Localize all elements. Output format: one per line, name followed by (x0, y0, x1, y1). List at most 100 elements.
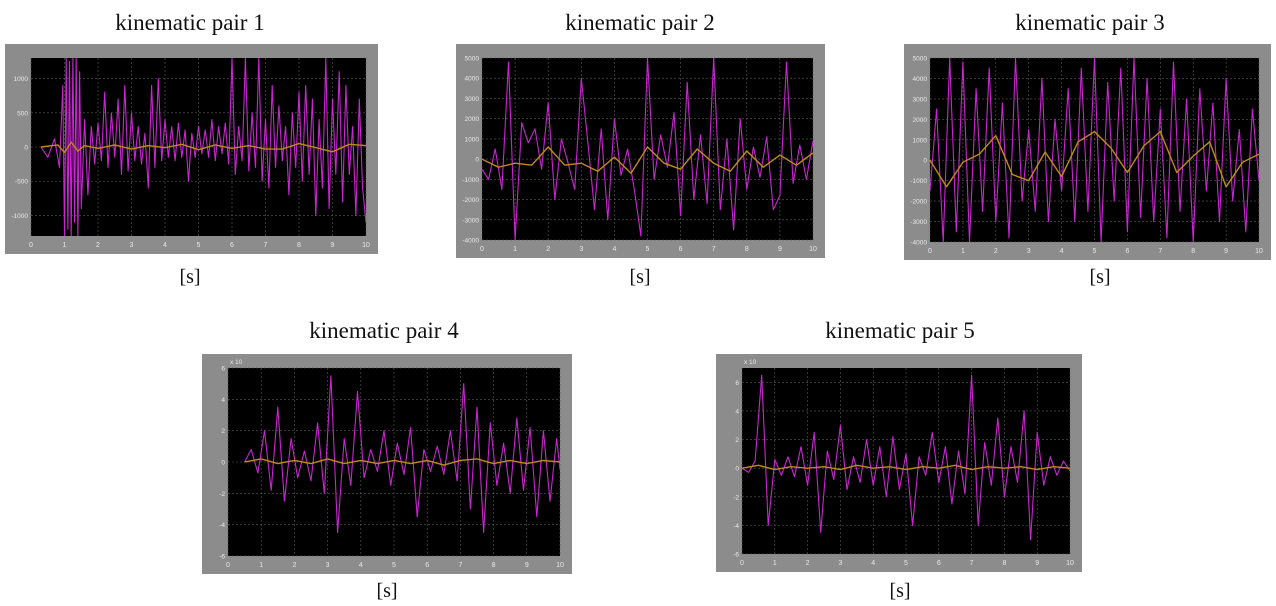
y-tick-label: 2000 (465, 116, 480, 123)
x-tick-label: 9 (1224, 248, 1228, 255)
y-tick-label: -2000 (910, 199, 927, 206)
x-tick-label: 0 (480, 246, 484, 253)
y-tick-label: -2000 (462, 197, 479, 204)
x-tick-label: 8 (745, 246, 749, 253)
y-tick-label: 0 (735, 466, 739, 473)
x-tick-label: 0 (29, 242, 33, 249)
series-group (40, 58, 366, 236)
series-line-1 (482, 58, 813, 240)
y-tick-label: -3000 (910, 219, 927, 226)
series-line-2 (930, 130, 1259, 188)
series-line-1 (244, 375, 560, 534)
x-tick-label: 5 (904, 560, 908, 567)
x-tick-label: 6 (679, 246, 683, 253)
x-tick-label: 7 (1158, 248, 1162, 255)
x-tick-label: 1 (513, 246, 517, 253)
y-tick-label: 6 (735, 380, 739, 387)
chart-title: kinematic pair 2 (565, 10, 715, 35)
series-line-2 (482, 146, 813, 175)
scope-frame: 0 1 2 3 4 5 6 7 8 9 10 -4000 -3000 -2000 -1000 0 1000 200… (456, 44, 825, 258)
y-tick-label: 1000 (465, 136, 480, 143)
x-tick-label: 0 (226, 562, 230, 569)
x-tick-label: 9 (525, 562, 529, 569)
y-tick-label: 2 (735, 437, 739, 444)
scope-plot: 0 1 2 3 4 5 6 7 8 9 10 -4000 -3000 -2000 -1000 0 1000 200… (462, 56, 817, 254)
x-tick-label: 2 (292, 562, 296, 569)
x-tick-label: 6 (425, 562, 429, 569)
x-tick-label: 10 (1255, 248, 1263, 255)
x-tick-label: 3 (838, 560, 842, 567)
x-tick-label: 9 (778, 246, 782, 253)
x-axis-label: [s] (179, 266, 201, 288)
scope-plot: 0 1 2 3 4 5 6 7 8 9 10 -6 -4 -2 0 2 4 6 x 10 (219, 359, 564, 569)
x-tick-label: 2 (806, 560, 810, 567)
y-tick-label: 1000 (913, 137, 928, 144)
x-tick-label: 7 (970, 560, 974, 567)
x-tick-label: 5 (1093, 248, 1097, 255)
scope-frame: 0 1 2 3 4 5 6 7 8 9 10 -6 -4 -2 0 2 4 6 x 10 (716, 354, 1082, 572)
x-tick-label: 4 (163, 242, 167, 249)
x-tick-label: 3 (1027, 248, 1031, 255)
x-axis-label: [s] (376, 580, 398, 602)
x-tick-label: 9 (1035, 560, 1039, 567)
series-line-2 (40, 141, 366, 154)
y-tick-label: -1000 (462, 177, 479, 184)
x-tick-label: 7 (712, 246, 716, 253)
x-tick-label: 0 (928, 248, 932, 255)
chart-title: kinematic pair 4 (309, 318, 459, 343)
y-tick-label: 0 (221, 460, 225, 467)
y-tick-label: 5000 (913, 56, 928, 63)
y-exponent-label: x 10 (744, 359, 757, 366)
y-tick-label: -500 (15, 179, 28, 186)
x-tick-label: 1 (63, 242, 67, 249)
series-group (482, 58, 813, 240)
x-tick-label: 10 (1066, 560, 1074, 567)
series-line-2 (244, 458, 560, 466)
x-tick-label: 0 (740, 560, 744, 567)
y-tick-label: 2 (221, 428, 225, 435)
series-group (742, 374, 1070, 541)
x-tick-label: 1 (961, 248, 965, 255)
y-tick-label: -4000 (910, 240, 927, 247)
y-tick-label: -4 (219, 522, 225, 529)
x-tick-label: 8 (492, 562, 496, 569)
y-tick-label: 4 (221, 397, 225, 404)
scope-frame: 0 1 2 3 4 5 6 7 8 9 10 -1000 -500 0 500 1000 (5, 44, 378, 254)
x-tick-label: 2 (546, 246, 550, 253)
chart-title: kinematic pair 5 (825, 318, 975, 343)
y-exponent-label: x 10 (230, 359, 243, 366)
y-tick-label: 500 (17, 110, 28, 117)
plot-area (482, 58, 813, 240)
scope-plot: 0 1 2 3 4 5 6 7 8 9 10 -6 -4 -2 0 2 4 6 x 10 (733, 359, 1074, 567)
y-tick-label: 4000 (465, 76, 480, 83)
x-tick-label: 7 (458, 562, 462, 569)
x-tick-label: 10 (809, 246, 817, 253)
x-tick-label: 8 (1002, 560, 1006, 567)
series-group (244, 375, 560, 534)
y-tick-label: -3000 (462, 217, 479, 224)
x-axis-label: [s] (629, 266, 651, 288)
series-group (930, 58, 1259, 242)
x-axis-label: [s] (889, 580, 911, 602)
x-tick-label: 1 (773, 560, 777, 567)
series-line-1 (40, 58, 366, 236)
x-tick-label: 9 (331, 242, 335, 249)
scope-plot: 0 1 2 3 4 5 6 7 8 9 10 -4000 -3000 -2000 -1000 0 1000 200… (910, 56, 1263, 256)
y-tick-label: -2 (219, 491, 225, 498)
x-tick-label: 2 (994, 248, 998, 255)
y-tick-label: 0 (475, 157, 479, 164)
chart-title: kinematic pair 3 (1015, 10, 1165, 35)
y-tick-label: -6 (219, 554, 225, 561)
series-line-2 (742, 464, 1070, 471)
y-tick-label: 3000 (913, 96, 928, 103)
x-tick-label: 4 (612, 246, 616, 253)
x-tick-label: 4 (1060, 248, 1064, 255)
y-tick-label: -2 (733, 494, 739, 501)
x-tick-label: 6 (1125, 248, 1129, 255)
y-tick-label: -4 (733, 523, 739, 530)
x-axis-label: [s] (1089, 266, 1111, 288)
scope-frame: 0 1 2 3 4 5 6 7 8 9 10 -6 -4 -2 0 2 4 6 x 10 (202, 354, 572, 574)
x-tick-label: 10 (556, 562, 564, 569)
x-tick-label: 5 (646, 246, 650, 253)
x-tick-label: 5 (197, 242, 201, 249)
